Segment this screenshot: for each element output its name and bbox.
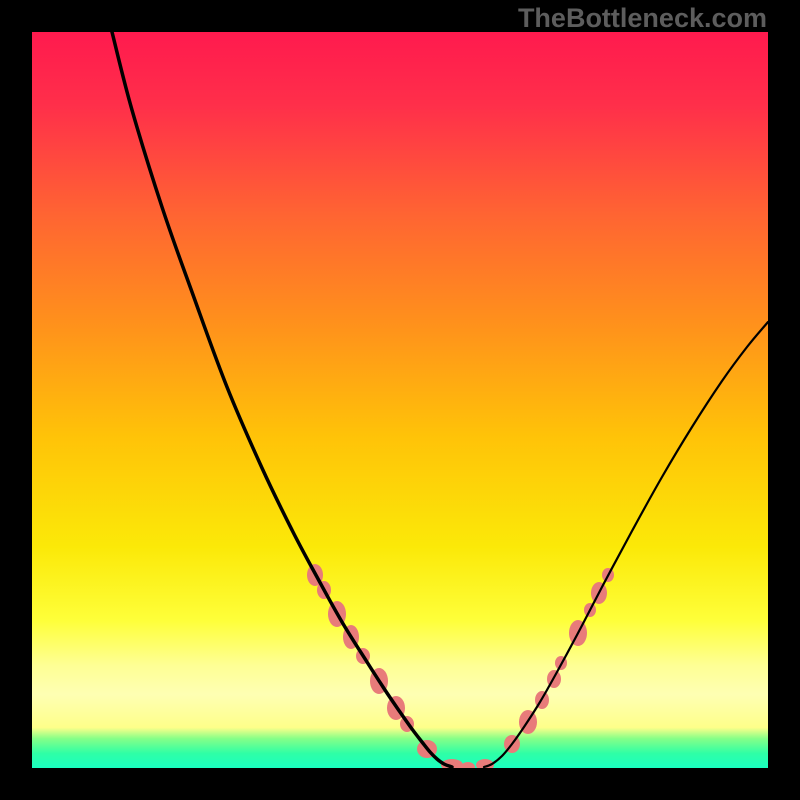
watermark-text: TheBottleneck.com <box>518 3 767 34</box>
chart-border <box>0 0 800 800</box>
chart-container: TheBottleneck.com <box>0 0 800 800</box>
